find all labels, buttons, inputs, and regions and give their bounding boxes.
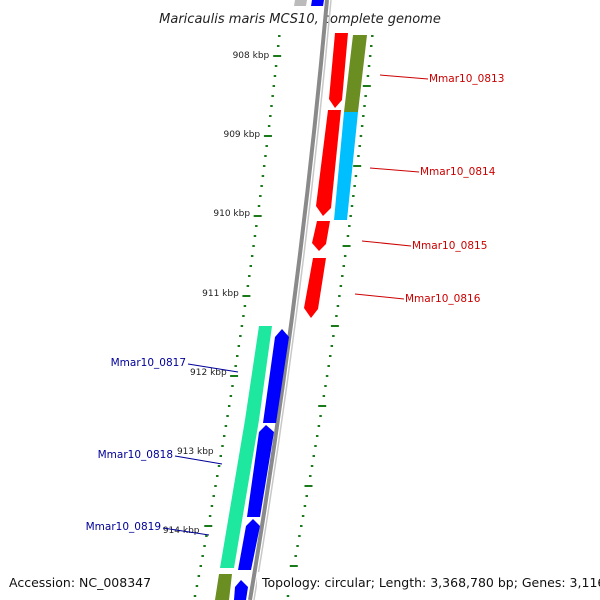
gene-bar-olive-bottom — [215, 574, 232, 600]
kbp-label: 912 kbp — [190, 368, 227, 378]
forward-gene-labels: Mmar10_0813 Mmar10_0814 Mmar10_0815 Mmar… — [354, 73, 504, 305]
map-title: Maricaulis maris MCS10, complete genome — [159, 12, 441, 27]
gene-arrow-partial-bottom — [234, 580, 248, 600]
gene-arrow-0816 — [304, 258, 326, 318]
summary-text: Topology: circular; Length: 3,368,780 bp… — [261, 575, 600, 590]
gene-label-0818[interactable]: Mmar10_0818 — [98, 449, 173, 461]
kbp-label: 913 kbp — [177, 447, 214, 457]
gene-label-0816[interactable]: Mmar10_0816 — [405, 293, 481, 305]
gene-partial-top-grey — [294, 0, 307, 6]
gene-bar-green-1 — [245, 326, 272, 420]
kbp-label: 911 kbp — [202, 289, 239, 299]
leader-0816 — [354, 293, 405, 300]
kbp-label: 910 kbp — [213, 209, 250, 219]
leader-0817 — [187, 363, 239, 373]
gene-bar-green-2 — [220, 420, 259, 568]
leader-0813 — [379, 74, 429, 80]
gene-arrow-0814 — [316, 110, 341, 216]
gene-label-0819[interactable]: Mmar10_0819 — [86, 521, 161, 533]
leader-0818 — [174, 455, 223, 465]
gene-arrow-0819 — [238, 519, 260, 570]
footer-accession-bg — [4, 572, 150, 592]
genome-backbone — [248, 0, 329, 600]
gene-bar-olive — [344, 35, 367, 112]
genome-backbone-shadow — [253, 0, 332, 600]
gene-label-0813[interactable]: Mmar10_0813 — [429, 73, 504, 85]
gene-arrow-0813 — [329, 33, 348, 108]
kbp-label: 909 kbp — [223, 130, 260, 140]
leader-0819 — [162, 527, 210, 536]
kbp-label: 908 kbp — [233, 51, 270, 61]
gene-arrow-0818 — [247, 425, 274, 517]
gene-label-0817[interactable]: Mmar10_0817 — [111, 357, 186, 369]
gene-partial-top-blue — [311, 0, 324, 6]
gene-label-0814[interactable]: Mmar10_0814 — [420, 166, 496, 178]
reverse-gene-labels: Mmar10_0817 Mmar10_0818 Mmar10_0819 — [86, 357, 239, 536]
leader-0814 — [369, 167, 420, 173]
gene-arrow-0815 — [312, 221, 330, 251]
gene-arrow-0817 — [263, 329, 289, 423]
gene-bar-cyan — [334, 112, 358, 220]
accession-text: Accession: NC_008347 — [9, 575, 151, 590]
tick-ring-inner — [193, 35, 282, 597]
gene-label-0815[interactable]: Mmar10_0815 — [412, 240, 487, 252]
leader-0815 — [361, 240, 412, 247]
tick-ring-outer — [286, 35, 374, 597]
footer-summary-bg — [257, 572, 595, 592]
